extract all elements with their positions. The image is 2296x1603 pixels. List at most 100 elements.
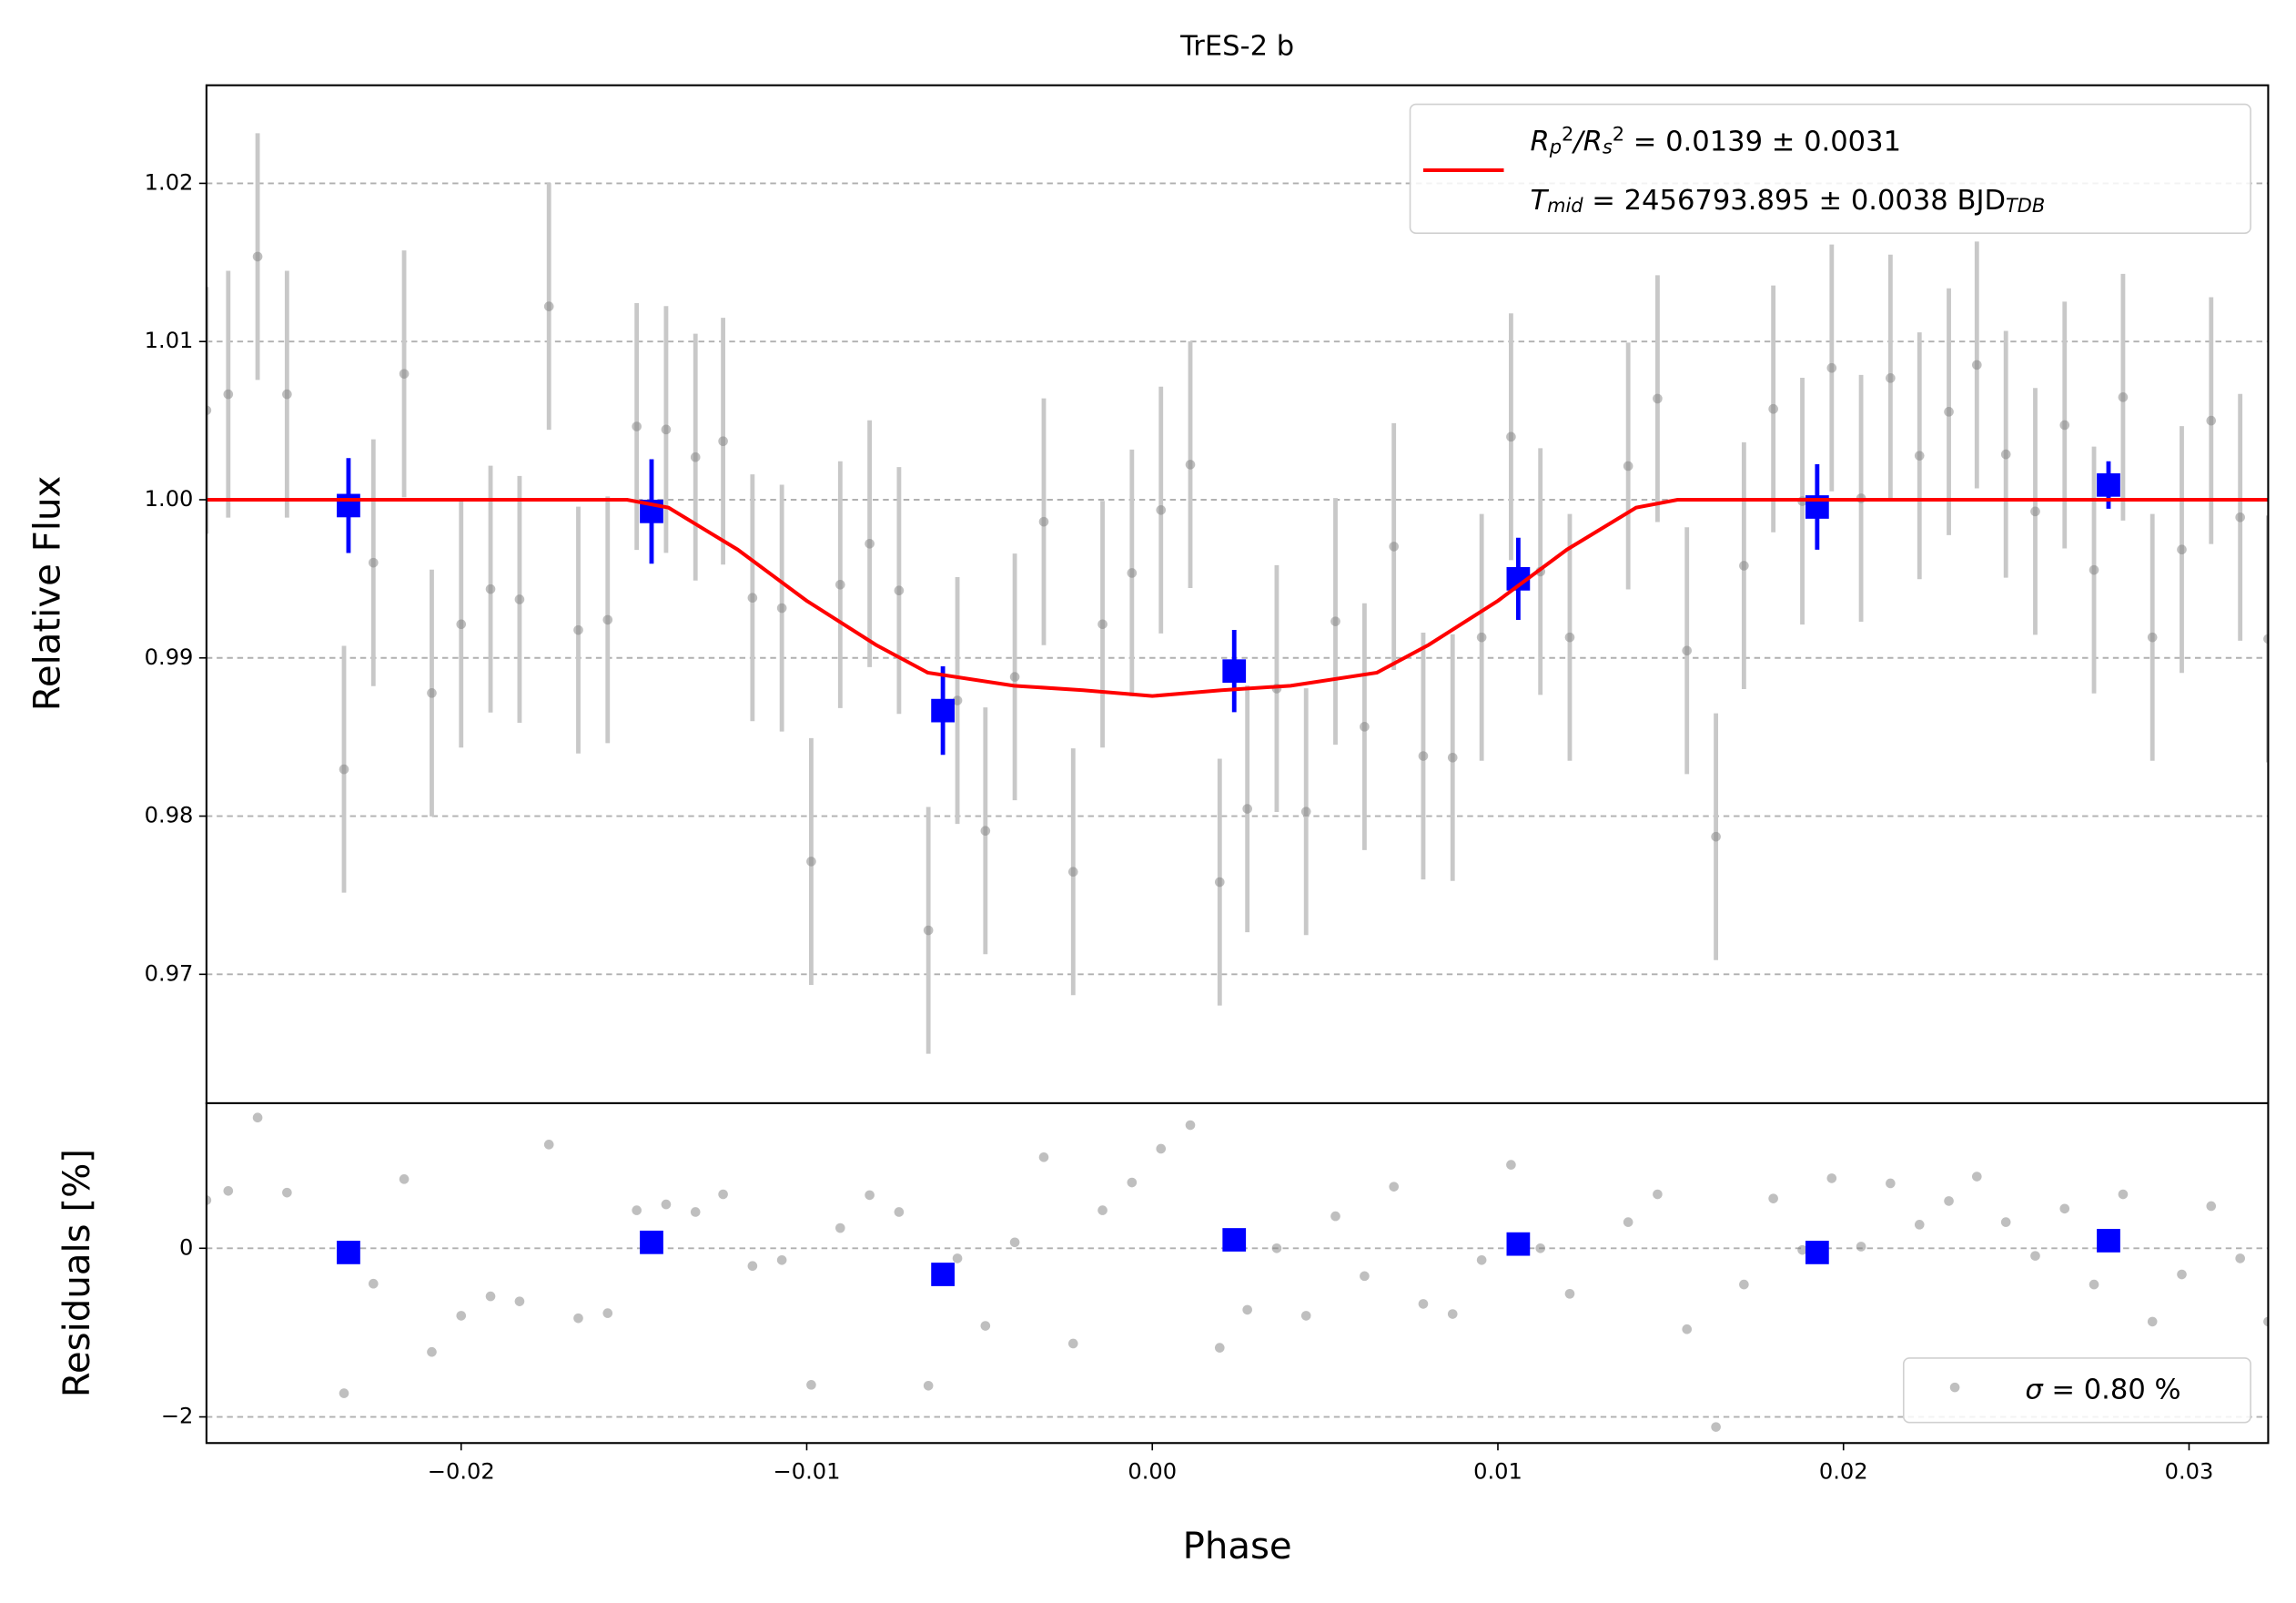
data-point <box>1826 1173 1837 1183</box>
data-point <box>1886 1178 1896 1189</box>
data-point <box>1360 1271 1370 1282</box>
data-point <box>1564 632 1575 643</box>
y-tick-label: −2 <box>161 1404 194 1429</box>
data-point <box>1739 1279 1749 1290</box>
data-point <box>632 1205 642 1215</box>
data-point <box>1389 1182 1399 1192</box>
data-point <box>1506 431 1516 442</box>
data-point <box>399 369 410 379</box>
data-point <box>2263 634 2269 644</box>
data-point <box>1711 1422 1721 1432</box>
data-point <box>1914 451 1925 461</box>
x-tick-label: 0.00 <box>1128 1458 1177 1484</box>
legend-swatch <box>1949 1382 1960 1393</box>
x-tick-label: 0.02 <box>1819 1458 1868 1484</box>
data-point <box>923 925 934 936</box>
data-point <box>456 1311 467 1321</box>
legend-text: 2 <box>1613 123 1624 145</box>
data-point <box>399 1174 410 1184</box>
data-point <box>223 389 234 400</box>
data-point <box>1886 373 1896 383</box>
data-point <box>1476 1254 1487 1265</box>
data-point <box>2118 392 2129 402</box>
legend-text: /R <box>1571 126 1603 157</box>
x-tick-label: 0.01 <box>1473 1458 1522 1484</box>
data-point <box>2030 506 2040 517</box>
binned-point <box>1506 1232 1531 1256</box>
data-point <box>2089 564 2099 575</box>
legend-text: mid <box>1547 195 1583 217</box>
data-point <box>1564 1289 1575 1299</box>
data-point <box>865 538 875 549</box>
data-point <box>1653 393 1663 404</box>
data-point <box>1535 1243 1545 1253</box>
data-point <box>573 1313 583 1324</box>
data-point <box>2000 449 2011 460</box>
data-point <box>485 583 496 594</box>
data-point <box>1447 752 1458 763</box>
legend-label: Tmid = 2456793.895 ± 0.0038 BJDTDB <box>1530 184 2045 217</box>
data-point <box>776 1254 787 1265</box>
data-point <box>835 1223 845 1233</box>
data-point <box>776 603 787 614</box>
data-point <box>1067 1338 1078 1349</box>
legend-text: = 2456793.895 ± 0.0038 BJD <box>1583 184 2006 216</box>
binned-point <box>2097 472 2120 497</box>
data-point <box>427 688 437 698</box>
data-point <box>2177 1269 2187 1280</box>
data-point <box>1711 831 1721 842</box>
data-point <box>980 1321 991 1331</box>
legend-text: s <box>1603 137 1613 158</box>
data-point <box>1330 616 1340 626</box>
data-point <box>1360 722 1370 732</box>
y-axis-label: Relative Flux <box>27 476 69 712</box>
legend-box <box>1409 103 2251 234</box>
data-point <box>894 585 905 596</box>
data-point <box>835 579 845 590</box>
data-point <box>1418 1299 1429 1309</box>
data-point <box>2177 544 2187 555</box>
data-point <box>1214 877 1225 888</box>
data-point <box>1797 1244 1807 1255</box>
y-tick-label: 0.97 <box>145 960 194 986</box>
data-point <box>339 1388 349 1398</box>
data-point <box>690 1207 701 1217</box>
data-point <box>1739 561 1749 571</box>
y-tick-label: 0 <box>179 1234 193 1260</box>
y-tick-label: 1.02 <box>145 169 194 195</box>
legend-text: p <box>1549 137 1562 158</box>
data-point <box>1330 1211 1340 1222</box>
legend-text: 2 <box>1562 123 1573 145</box>
binned-point <box>337 1241 360 1264</box>
data-point <box>2030 1251 2040 1261</box>
binned-point <box>2097 1229 2120 1253</box>
data-point <box>1768 403 1778 414</box>
data-point <box>1242 804 1252 814</box>
plot-area <box>206 1112 2269 1432</box>
data-point <box>1418 751 1429 761</box>
data-point <box>690 451 701 462</box>
data-point <box>661 424 672 435</box>
legend-text: TDB <box>2006 195 2045 217</box>
plot-area <box>206 133 2269 1054</box>
data-point <box>1506 1160 1516 1170</box>
data-point <box>718 1189 728 1200</box>
data-point <box>427 1346 437 1357</box>
data-point <box>1653 1189 1663 1200</box>
data-point <box>980 826 991 837</box>
data-point <box>282 389 292 400</box>
data-point <box>1856 1242 1866 1252</box>
data-point <box>206 405 212 416</box>
binned-point <box>640 1230 663 1254</box>
data-point <box>514 594 525 604</box>
model-line <box>206 497 2269 698</box>
data-point <box>1127 568 1138 578</box>
legend: σ = 0.80 % <box>2025 1374 2180 1405</box>
data-point <box>2206 1201 2217 1212</box>
data-point <box>1623 461 1633 472</box>
legend-box <box>1902 1357 2251 1424</box>
chart-title: TrES-2 b <box>1179 30 1294 62</box>
data-point <box>1623 1217 1633 1227</box>
data-point <box>1300 1311 1311 1321</box>
